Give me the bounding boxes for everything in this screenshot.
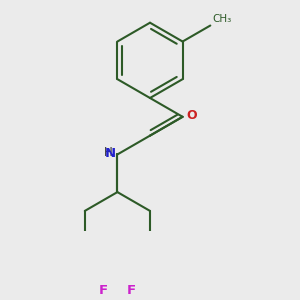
Text: F: F <box>98 284 108 296</box>
Text: CH₃: CH₃ <box>212 14 231 24</box>
Text: H: H <box>104 146 112 159</box>
Text: O: O <box>187 109 197 122</box>
Text: F: F <box>127 284 136 296</box>
Text: N: N <box>105 147 116 160</box>
